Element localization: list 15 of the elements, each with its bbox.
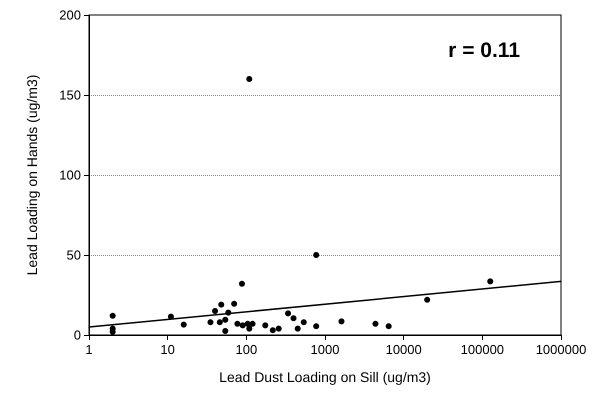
y-tick-label: 150 [59, 88, 81, 102]
y-tick-label: 200 [59, 8, 81, 22]
y-tick-label: 0 [74, 328, 81, 342]
y-tick-label: 50 [66, 248, 81, 262]
x-axis-title: Lead Dust Loading on Sill (ug/m3) [219, 369, 431, 385]
x-tick-label: 100 [235, 342, 258, 357]
x-tick-label: 1000 [310, 342, 340, 357]
y-tick-label: 100 [59, 168, 81, 182]
x-tick-label: 1000000 [536, 342, 586, 357]
x-tick-label: 100000 [460, 342, 504, 357]
x-tick-label: 10000 [386, 342, 422, 357]
annotation: r = 0.11 [448, 39, 520, 62]
y-axis-title: Lead Loading on Hands (ug/m3) [24, 74, 40, 276]
x-tick-label: 10 [160, 342, 175, 357]
x-tick-label: 1 [85, 342, 93, 357]
